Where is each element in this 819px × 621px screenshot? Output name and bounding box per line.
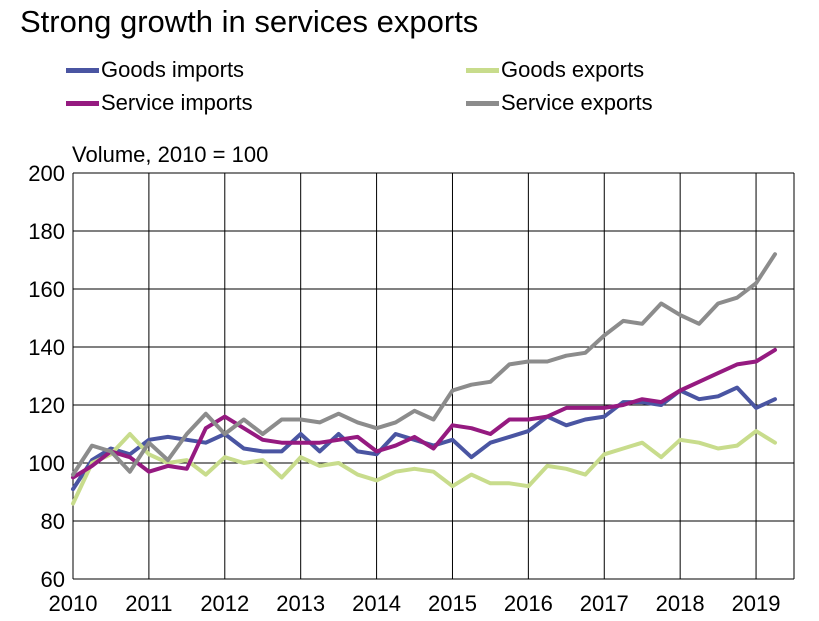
x-tick-label-2014: 2014	[352, 591, 401, 616]
legend-label-service-imports: Service imports	[101, 90, 253, 115]
legend-label-service-exports: Service exports	[501, 90, 653, 115]
x-tick-label-2017: 2017	[580, 591, 629, 616]
y-tick-label-200: 200	[28, 161, 65, 186]
series-line-service-imports	[71, 347, 777, 480]
legend-swatch-service-imports	[66, 100, 99, 106]
x-tick-label-2012: 2012	[200, 591, 249, 616]
y-tick-label-100: 100	[28, 451, 65, 476]
y-axis-unit-label: Volume, 2010 = 100	[72, 142, 269, 167]
y-tick-label-140: 140	[28, 335, 65, 360]
x-tick-label-2010: 2010	[49, 591, 98, 616]
chart-title: Strong growth in services exports	[20, 4, 479, 39]
x-tick-label-2011: 2011	[125, 591, 172, 616]
x-tick-label-2019: 2019	[732, 591, 781, 616]
y-tick-label-80: 80	[41, 509, 65, 534]
series-line-service-exports	[71, 252, 777, 477]
y-tick-label-180: 180	[28, 219, 65, 244]
series-line-goods-imports	[71, 385, 777, 492]
legend-swatch-service-exports	[466, 100, 499, 106]
legend-swatch-goods-exports	[466, 67, 499, 73]
y-tick-label-60: 60	[41, 567, 65, 592]
legend-item-goods-exports: Goods exports	[466, 57, 644, 83]
x-tick-label-2015: 2015	[428, 591, 477, 616]
x-tick-label-2018: 2018	[656, 591, 705, 616]
y-tick-label-120: 120	[28, 393, 65, 418]
y-tick-label-160: 160	[28, 277, 65, 302]
legend-swatch-goods-imports	[66, 67, 99, 73]
x-tick-label-2016: 2016	[504, 591, 553, 616]
x-tick-label-2013: 2013	[276, 591, 325, 616]
legend-item-service-imports: Service imports	[66, 90, 253, 116]
legend-label-goods-exports: Goods exports	[501, 57, 645, 82]
legend-item-service-exports: Service exports	[466, 90, 653, 116]
legend-item-goods-imports: Goods imports	[66, 57, 244, 83]
legend-label-goods-imports: Goods imports	[101, 57, 245, 82]
